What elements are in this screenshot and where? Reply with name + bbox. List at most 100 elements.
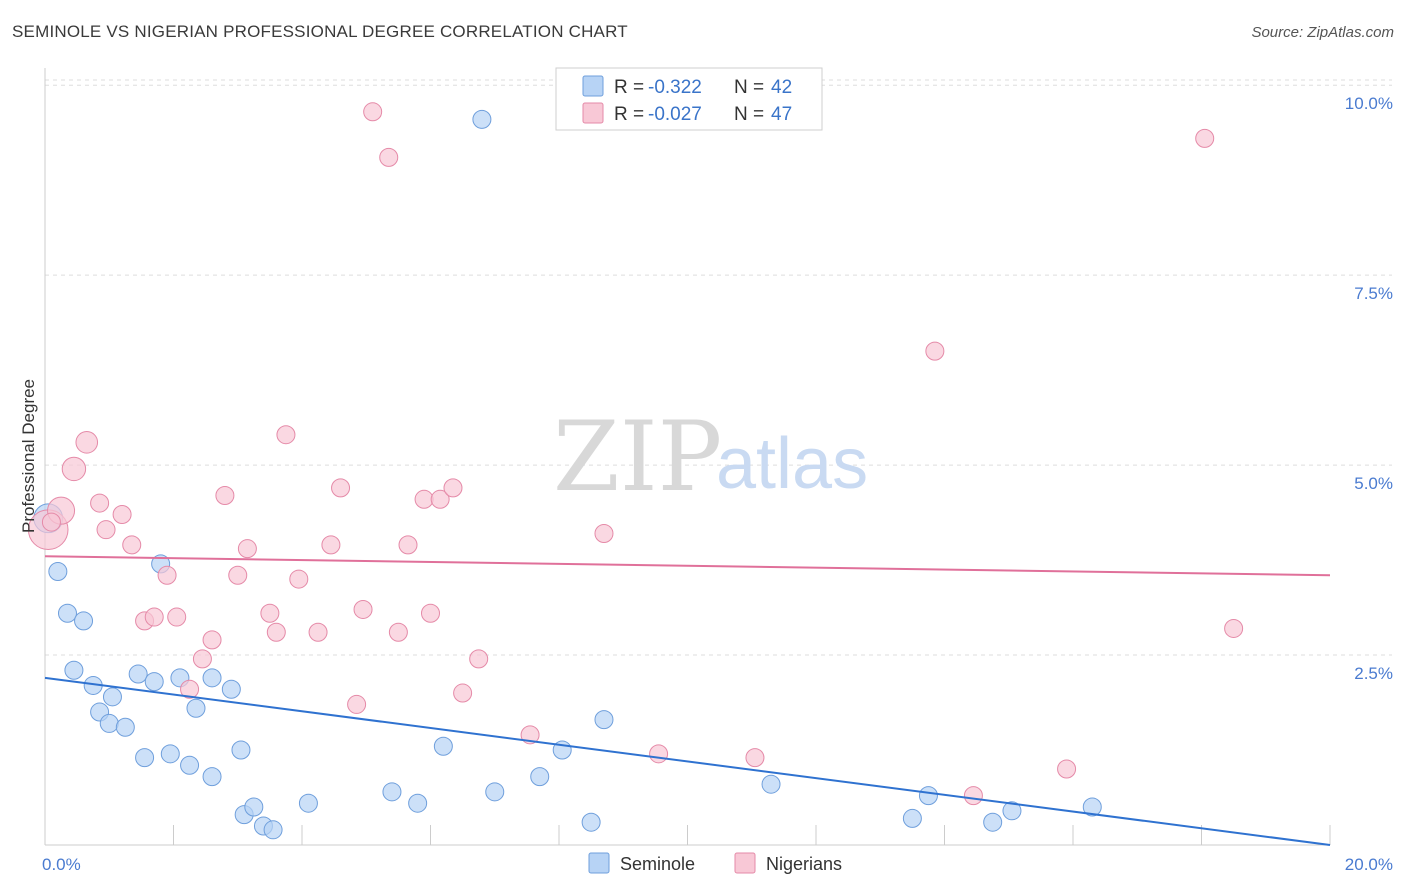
seminole-point — [263, 820, 283, 840]
watermark-zip: ZIP — [553, 401, 722, 513]
watermark: ZIP atlas — [553, 401, 868, 513]
nigerian-point — [1224, 618, 1244, 638]
seminole-point — [581, 812, 601, 832]
seminole-point — [1002, 801, 1022, 821]
legend-n-value-seminole: 42 — [771, 77, 792, 98]
nigerian-trendline — [44, 555, 1331, 577]
bottom-legend-label-nigerians: Nigerians — [766, 854, 842, 874]
seminole-point — [202, 767, 222, 787]
seminole-point — [472, 109, 492, 129]
nigerian-point — [266, 622, 286, 642]
nigerian-point — [41, 512, 61, 532]
legend-r-label-nigerians: R = — [614, 104, 644, 125]
axes: 2.5% 5.0% 7.5% 10.0% 0.0% 20.0% — [42, 68, 1393, 874]
seminole-point — [74, 611, 94, 631]
legend-n-label-nigerians: N = — [734, 104, 764, 125]
seminole-point — [180, 755, 200, 775]
legend: R = -0.322 N = 42 R = -0.027 N = 47 — [555, 67, 823, 131]
nigerian-point — [430, 489, 450, 509]
seminole-point — [102, 687, 122, 707]
seminole-point — [298, 793, 318, 813]
x-tick-label: 20.0% — [1345, 855, 1393, 874]
nigerian-point — [61, 456, 87, 482]
bottom-legend: Seminole Nigerians — [588, 852, 842, 874]
legend-swatch-seminole — [582, 75, 604, 97]
nigerian-point — [925, 341, 945, 361]
nigerian-point — [157, 565, 177, 585]
legend-r-value-seminole: -0.322 — [648, 77, 702, 98]
nigerian-point — [180, 679, 200, 699]
seminole-point — [221, 679, 241, 699]
seminole-trendline — [44, 676, 1331, 846]
nigerian-point — [228, 565, 248, 585]
nigerian-point — [594, 523, 614, 543]
x-tick-label: 0.0% — [42, 855, 81, 874]
seminole-point — [1082, 797, 1102, 817]
seminole-point — [202, 668, 222, 688]
nigerian-point — [398, 535, 418, 555]
nigerian-point — [260, 603, 280, 623]
seminole-point — [594, 710, 614, 730]
legend-n-label-seminole: N = — [734, 77, 764, 98]
nigerian-point — [122, 535, 142, 555]
seminole-point — [902, 808, 922, 828]
seminole-point — [983, 812, 1003, 832]
seminole-point — [48, 561, 68, 581]
nigerian-point — [276, 425, 296, 445]
nigerian-point — [1195, 128, 1215, 148]
y-tick-label: 7.5% — [1354, 284, 1393, 303]
nigerian-point — [443, 478, 463, 498]
seminole-point — [244, 797, 264, 817]
chart-title: SEMINOLE VS NIGERIAN PROFESSIONAL DEGREE… — [12, 22, 628, 41]
legend-r-label-seminole: R = — [614, 77, 644, 98]
gridlines — [45, 79, 1392, 656]
nigerian-point — [353, 599, 373, 619]
seminole-point — [135, 748, 155, 768]
y-tick-label: 5.0% — [1354, 474, 1393, 493]
nigerian-point — [379, 147, 399, 167]
nigerian-point — [649, 744, 669, 764]
seminole-point — [115, 717, 135, 737]
seminole-point — [144, 672, 164, 692]
seminole-point — [530, 767, 550, 787]
nigerian-point — [202, 630, 222, 650]
y-tick-label: 10.0% — [1345, 94, 1393, 113]
seminole-point — [918, 786, 938, 806]
nigerian-point — [90, 493, 110, 513]
seminole-point — [231, 740, 251, 760]
seminole-point — [186, 698, 206, 718]
seminole-point — [408, 793, 428, 813]
nigerian-point — [421, 603, 440, 623]
nigerian-point — [215, 485, 235, 505]
nigerian-point — [347, 694, 367, 714]
watermark-atlas: atlas — [716, 424, 868, 504]
nigerian-point — [96, 520, 116, 540]
nigerian-point — [289, 569, 309, 589]
nigerian-point — [192, 649, 212, 669]
y-axis-label: Professional Degree — [19, 379, 38, 533]
legend-r-value-nigerians: -0.027 — [648, 104, 702, 125]
legend-swatch-nigerians — [582, 102, 604, 124]
y-tick-label: 2.5% — [1354, 664, 1393, 683]
seminole-point — [485, 782, 505, 802]
bottom-legend-swatch-seminole — [588, 852, 610, 874]
legend-n-value-nigerians: 47 — [771, 104, 792, 125]
seminole-point — [382, 782, 402, 802]
nigerian-point — [963, 786, 983, 806]
bottom-legend-label-seminole: Seminole — [620, 854, 695, 874]
trendlines — [44, 555, 1331, 846]
seminole-point — [160, 744, 180, 764]
nigerian-point — [745, 748, 765, 768]
nigerian-point — [75, 431, 99, 454]
nigerian-point — [167, 607, 187, 627]
nigerian-point — [112, 504, 132, 524]
bottom-legend-swatch-nigerians — [734, 852, 756, 874]
source-label: Source: ZipAtlas.com — [1251, 24, 1394, 41]
nigerian-point — [388, 622, 408, 642]
nigerian-point — [308, 622, 328, 642]
nigerian-point — [414, 489, 434, 509]
nigerian-point — [363, 102, 383, 122]
data-points — [27, 102, 1244, 840]
nigerian-point — [237, 539, 257, 559]
